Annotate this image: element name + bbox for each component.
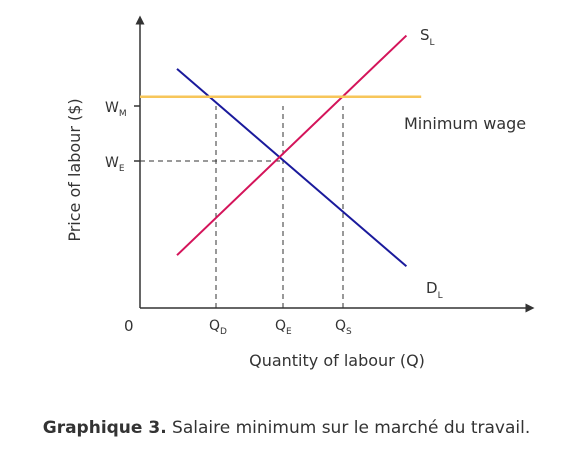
supply-line — [176, 34, 408, 256]
x-tick-qe: QE — [275, 318, 292, 337]
caption-text: Salaire minimum sur le marché du travail… — [166, 418, 531, 438]
caption-label: Graphique 3. — [42, 418, 167, 438]
series-label-minimum-wage: Minimum wage — [404, 114, 526, 133]
figure-caption: Graphique 3. Salaire minimum sur le marc… — [0, 418, 573, 438]
y-tick-we: WE — [105, 155, 125, 174]
origin-label: 0 — [124, 317, 134, 335]
x-tick-qd: QD — [209, 318, 227, 337]
y-tick-wm: WM — [105, 100, 127, 119]
y-axis-title: Price of labour ($) — [65, 98, 84, 241]
series-label-demand: DL — [426, 279, 443, 301]
x-axis-title: Quantity of labour (Q) — [249, 351, 425, 370]
demand-line — [176, 68, 408, 268]
x-tick-qs: QS — [335, 318, 352, 337]
series-label-supply: SL — [420, 26, 435, 48]
